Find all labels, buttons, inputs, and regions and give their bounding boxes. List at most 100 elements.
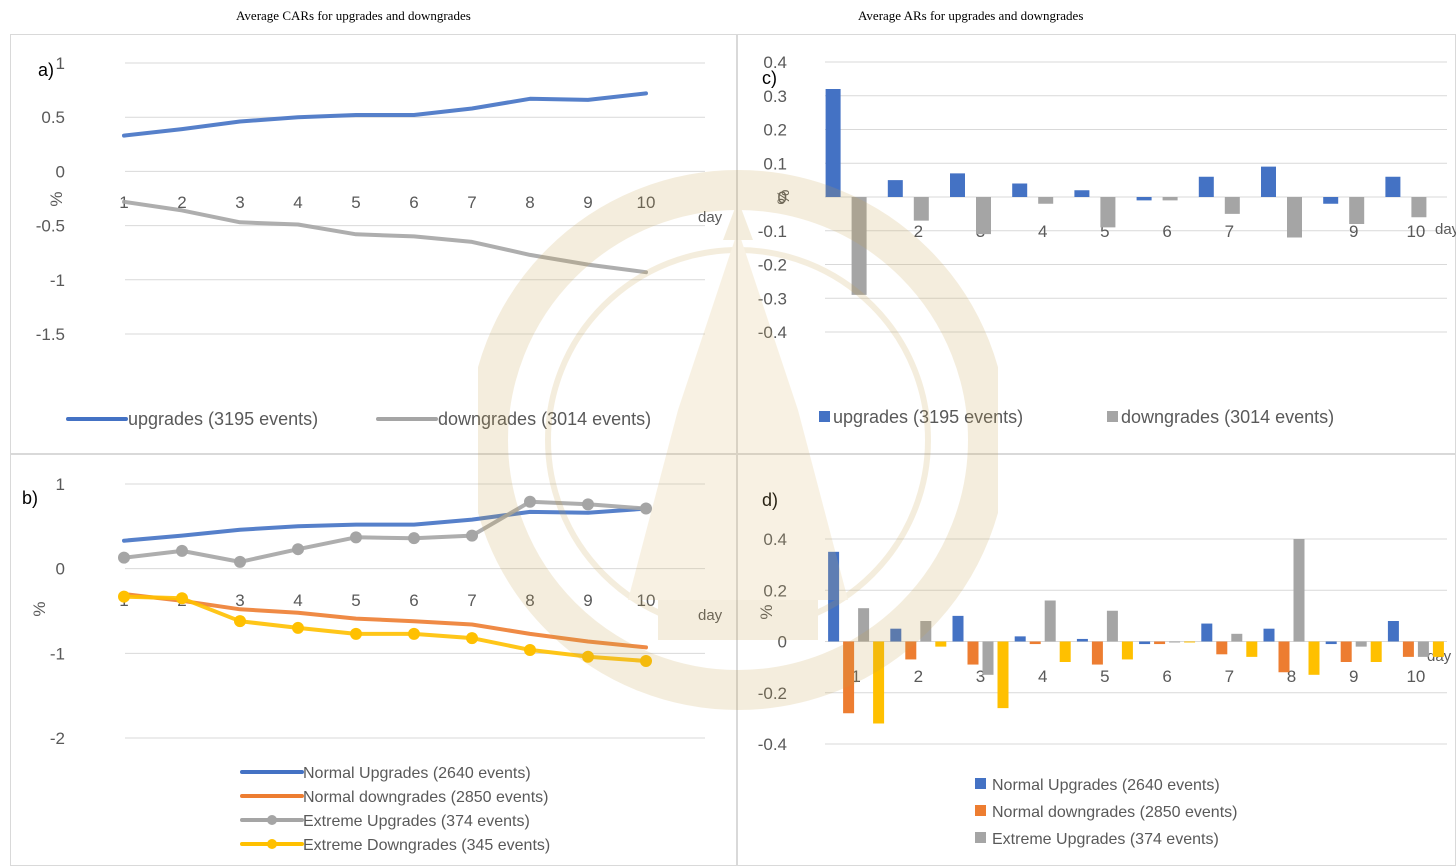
data-point xyxy=(524,495,536,508)
x-axis-label: day xyxy=(698,209,723,226)
chart-d: 0.40.20-0.2-0.4d)%day12345678910Normal U… xyxy=(737,454,1456,866)
data-point xyxy=(292,621,304,634)
data-point xyxy=(292,543,304,556)
y-tick-label: 0 xyxy=(56,560,65,579)
bar xyxy=(1074,190,1090,197)
y-tick-label: 0.2 xyxy=(763,121,787,140)
y-tick-label: -0.4 xyxy=(758,323,787,342)
legend-label: Normal Upgrades (2640 events) xyxy=(992,777,1220,794)
bar xyxy=(1216,641,1228,655)
data-point xyxy=(176,544,188,557)
y-tick-label: 0.4 xyxy=(763,53,787,72)
bar xyxy=(1263,628,1275,642)
bar xyxy=(858,608,870,642)
x-tick-label: 4 xyxy=(293,193,302,212)
bar xyxy=(1411,197,1427,218)
bar xyxy=(1038,197,1054,204)
data-point xyxy=(640,654,652,667)
y-tick-label: 0.5 xyxy=(41,108,65,127)
y-axis-label: % xyxy=(757,604,776,619)
bar xyxy=(1076,638,1088,642)
x-tick-label: 2 xyxy=(177,193,186,212)
legend-swatch xyxy=(975,778,986,789)
legend-swatch xyxy=(975,832,986,843)
y-tick-label: 0 xyxy=(56,162,65,181)
bar xyxy=(1201,623,1213,642)
legend-label: downgrades (3014 events) xyxy=(438,409,651,429)
x-tick-label: 2 xyxy=(914,667,923,686)
x-tick-label: 8 xyxy=(525,193,534,212)
legend-label: Extreme Downgrades (345 events) xyxy=(303,837,550,854)
bar xyxy=(1044,600,1056,642)
x-tick-label: 7 xyxy=(1225,222,1234,241)
x-axis-label: day xyxy=(698,607,723,624)
legend-marker xyxy=(267,839,277,849)
bar xyxy=(1340,641,1352,662)
legend-label: Normal Upgrades (2640 events) xyxy=(303,765,531,782)
legend-label: Extreme Upgrades (374 events) xyxy=(992,831,1219,848)
bar xyxy=(1224,197,1240,214)
x-tick-label: 1 xyxy=(851,667,860,686)
series-line-1 xyxy=(122,199,648,275)
bar xyxy=(873,641,885,724)
bar xyxy=(952,615,964,642)
data-point xyxy=(408,627,420,640)
legend-label: Normal downgrades (2850 events) xyxy=(992,804,1237,821)
bar xyxy=(1029,641,1041,645)
y-tick-label: -0.3 xyxy=(758,289,787,308)
y-tick-label: 0 xyxy=(778,633,787,652)
x-tick-label: 4 xyxy=(293,591,302,610)
y-tick-label: -2 xyxy=(50,729,65,748)
legend-swatch xyxy=(819,411,830,422)
bar xyxy=(1184,641,1196,643)
bar xyxy=(1100,197,1116,228)
x-tick-label: 9 xyxy=(1349,667,1358,686)
bar xyxy=(1246,641,1258,657)
chart-c: 0.40.30.20.10-0.1-0.2-0.3-0.4c)%day12345… xyxy=(737,34,1456,454)
x-tick-label: 3 xyxy=(976,667,985,686)
legend-swatch xyxy=(1107,411,1118,422)
data-point xyxy=(350,627,362,640)
series-line-1 xyxy=(122,592,648,650)
bar xyxy=(1121,641,1133,660)
y-tick-label: 0 xyxy=(778,188,787,207)
series-line-3 xyxy=(122,594,648,663)
x-tick-label: 8 xyxy=(525,591,534,610)
legend-swatch xyxy=(975,805,986,816)
data-point xyxy=(408,532,420,545)
x-tick-label: 3 xyxy=(235,193,244,212)
x-tick-label: 5 xyxy=(351,193,360,212)
bar xyxy=(890,628,902,642)
panel-label: a) xyxy=(38,60,54,80)
legend-marker xyxy=(267,815,277,825)
bar xyxy=(1323,197,1339,204)
data-point xyxy=(234,555,246,568)
chart-title-cars: Average CARs for upgrades and downgrades xyxy=(236,8,471,23)
x-axis-label: day xyxy=(1435,221,1456,238)
y-tick-label: -1 xyxy=(50,644,65,663)
bar xyxy=(1417,641,1429,657)
x-tick-label: 10 xyxy=(1406,222,1425,241)
y-tick-label: -0.2 xyxy=(758,256,787,275)
series-line-2 xyxy=(122,499,648,564)
y-tick-label: 1 xyxy=(56,54,65,73)
bar xyxy=(1136,197,1152,201)
x-tick-label: 9 xyxy=(583,591,592,610)
y-tick-label: 0.3 xyxy=(763,87,787,106)
chart-b: 10-1-2b)%day12345678910Normal Upgrades (… xyxy=(10,454,737,866)
x-tick-label: 8 xyxy=(1287,667,1296,686)
bar xyxy=(1325,641,1337,645)
series-line-0 xyxy=(122,506,648,543)
x-tick-label: 10 xyxy=(1406,667,1425,686)
y-tick-label: -1 xyxy=(50,271,65,290)
data-point xyxy=(118,590,130,603)
chart-border xyxy=(10,34,737,454)
y-axis-label: % xyxy=(30,601,49,616)
x-tick-label: 7 xyxy=(1225,667,1234,686)
x-tick-label: 6 xyxy=(1162,222,1171,241)
x-tick-label: 5 xyxy=(1100,222,1109,241)
bar xyxy=(1162,197,1178,201)
y-tick-label: -1.5 xyxy=(36,325,65,344)
bar xyxy=(1139,641,1151,645)
bar xyxy=(843,641,855,714)
